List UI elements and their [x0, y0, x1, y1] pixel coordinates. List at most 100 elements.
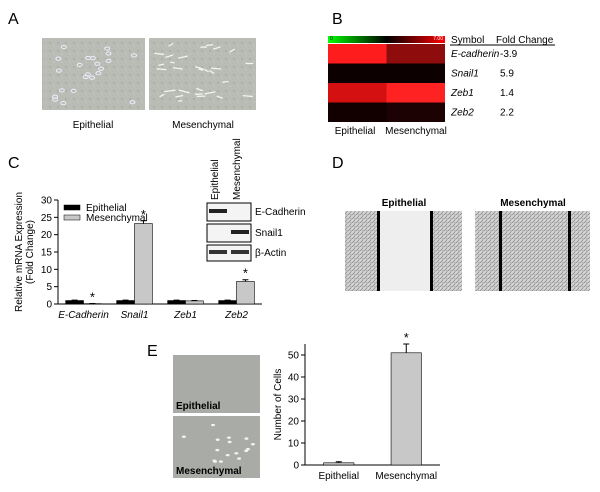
- bar: [168, 301, 186, 304]
- annotation: *: [243, 266, 248, 281]
- gene: E-cadherin: [451, 49, 500, 60]
- caption: Mesenchymal: [176, 466, 242, 477]
- cell: [178, 101, 182, 102]
- x-tick-label: Zeb1: [173, 310, 197, 321]
- y-axis-label: Number of Cells: [273, 369, 284, 441]
- cell: [211, 424, 215, 426]
- cell: [206, 45, 213, 46]
- colorbar: [328, 36, 445, 43]
- cell: [226, 454, 230, 456]
- y-axis-label: (Fold Change): [25, 220, 36, 284]
- bar: [117, 301, 135, 304]
- cell: [211, 68, 221, 69]
- column-label: Epithelial: [335, 126, 376, 137]
- fold-change: 2.2: [500, 108, 514, 119]
- colorbar-label: 0: [330, 36, 333, 42]
- fold-change: -3.9: [500, 49, 518, 60]
- protein-label: E-Cadherin: [255, 207, 306, 218]
- cell: [219, 460, 223, 462]
- heat-cell: [387, 83, 446, 103]
- protein-label: Snail1: [255, 228, 283, 239]
- bar: [324, 463, 354, 465]
- cell: [244, 437, 248, 439]
- y-tick-label: 15: [41, 248, 53, 259]
- cell: [228, 441, 232, 443]
- panel-label: B: [332, 11, 343, 28]
- y-tick-label: 20: [41, 230, 53, 241]
- x-tick-label: Snail1: [121, 310, 149, 321]
- bar: [237, 281, 255, 304]
- legend-swatch: [64, 215, 80, 220]
- fold-change: 5.9: [500, 69, 514, 80]
- heat-cell: [387, 44, 446, 64]
- caption: Epithelial: [176, 401, 221, 412]
- cell: [237, 457, 241, 459]
- cell: [243, 96, 253, 97]
- gene: Zeb2: [450, 108, 474, 119]
- heat-cell: [387, 103, 446, 123]
- y-tick-label: 10: [41, 265, 53, 276]
- heat-cell: [328, 103, 387, 123]
- cell: [234, 452, 238, 454]
- protein-label: β-Actin: [255, 248, 286, 259]
- panel-label: E: [147, 343, 158, 360]
- caption: Mesenchymal: [172, 120, 234, 131]
- cell: [170, 62, 174, 63]
- panel-label: D: [332, 155, 344, 172]
- heat-cell: [328, 64, 387, 84]
- legend-label: Mesenchymal: [86, 213, 148, 224]
- scratch-images: [345, 211, 590, 291]
- legend-swatch: [64, 205, 80, 210]
- annotation: *: [404, 330, 409, 345]
- gene: Zeb1: [450, 88, 474, 99]
- header: Symbol: [451, 35, 484, 46]
- cell: [213, 460, 217, 462]
- y-tick-label: 25: [41, 213, 53, 224]
- header: Fold Change: [496, 35, 554, 46]
- error-bar: [403, 344, 409, 353]
- heatmap: E-cadherin-3.9 Snail1 5.9 Zeb1 1.4 Zeb2 2.2: [328, 44, 518, 122]
- column-label: Mesenchymal: [385, 126, 447, 137]
- lane-label: Mesenchymal: [232, 138, 243, 200]
- y-tick-label: 20: [288, 417, 300, 428]
- y-tick-label: 0: [46, 300, 52, 311]
- annotation: *: [90, 289, 95, 304]
- x-tick-label: Zeb2: [224, 310, 248, 321]
- x-tick-label: E-Cadherin: [58, 310, 109, 321]
- western-blot: Epithelial Mesenchymal E-Cadherin Snail1…: [207, 138, 306, 261]
- panel-label: A: [8, 11, 19, 28]
- cell: [216, 439, 220, 441]
- caption: Mesenchymal: [500, 198, 566, 209]
- bar: [66, 301, 84, 304]
- caption: Epithelial: [73, 120, 114, 131]
- cell: [182, 436, 186, 438]
- heat-cell: [328, 44, 387, 64]
- y-tick-label: 40: [288, 373, 300, 384]
- y-tick-label: 50: [288, 351, 300, 362]
- panel-label: C: [8, 155, 20, 172]
- bar: [135, 224, 153, 304]
- cell: [227, 436, 231, 438]
- x-tick-label: Mesenchymal: [375, 471, 437, 482]
- lane-label: Epithelial: [210, 159, 221, 200]
- cell: [244, 450, 248, 452]
- bar: [186, 301, 204, 304]
- cell: [157, 69, 166, 70]
- x-tick-label: Epithelial: [318, 471, 359, 482]
- y-tick-label: 30: [41, 196, 53, 207]
- bar: [219, 301, 237, 304]
- gene: Snail1: [451, 69, 479, 80]
- y-tick-label: 0: [293, 461, 299, 472]
- cell: [251, 443, 255, 445]
- y-tick-label: 5: [46, 282, 52, 293]
- y-axis-label: Relative mRNA Expression: [14, 192, 25, 312]
- colorbar-label: 7.00: [433, 36, 443, 42]
- fold-change: 1.4: [500, 88, 514, 99]
- cell: [215, 449, 219, 451]
- heat-cell: [387, 64, 446, 84]
- heat-cell: [328, 83, 387, 103]
- y-tick-label: 10: [288, 439, 300, 450]
- cell: [222, 82, 228, 83]
- micrograph: [149, 38, 256, 110]
